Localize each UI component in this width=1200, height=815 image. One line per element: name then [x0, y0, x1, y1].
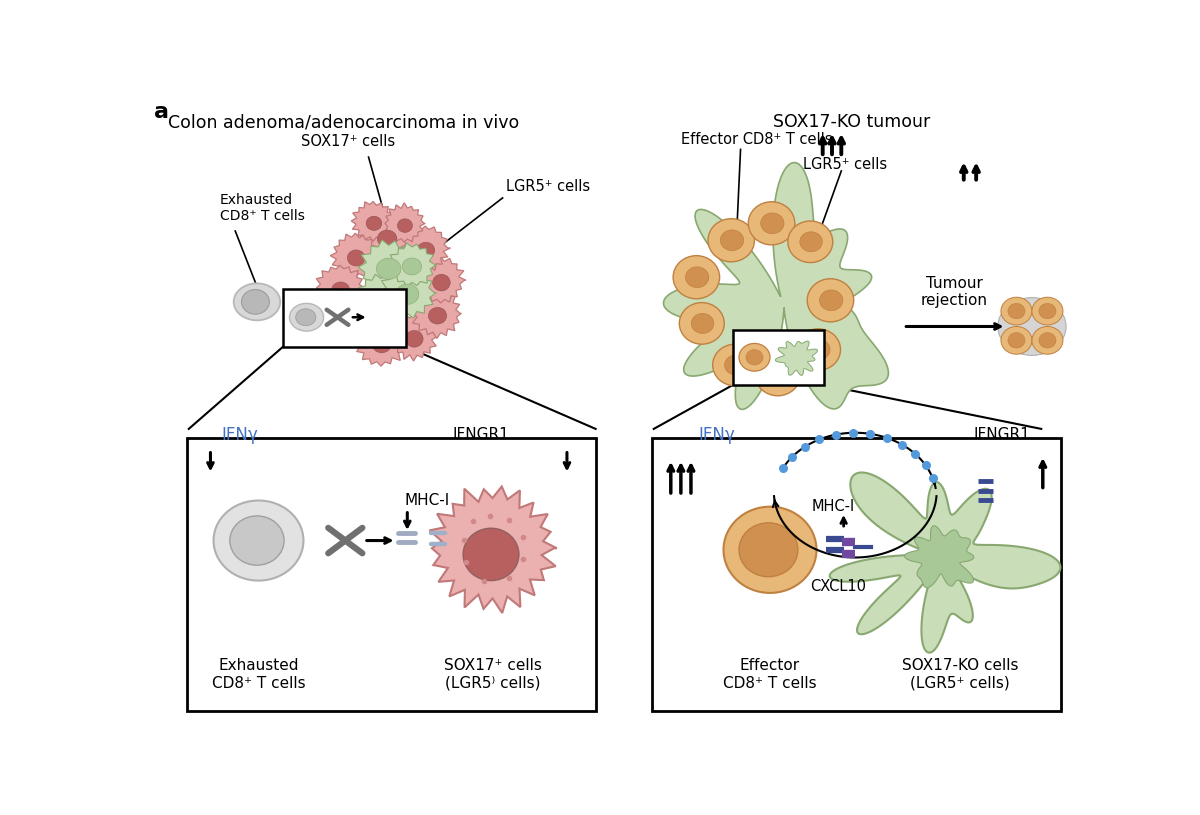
Polygon shape	[389, 243, 436, 288]
Ellipse shape	[377, 258, 401, 280]
Ellipse shape	[397, 219, 413, 232]
Ellipse shape	[428, 307, 446, 324]
Ellipse shape	[463, 528, 518, 580]
Text: a: a	[154, 102, 169, 121]
Text: IFNγ: IFNγ	[221, 426, 258, 444]
Polygon shape	[380, 267, 437, 319]
Text: SOX17⁺ cells
(LGR5⁾ cells): SOX17⁺ cells (LGR5⁾ cells)	[444, 659, 541, 690]
Ellipse shape	[347, 250, 365, 266]
Ellipse shape	[708, 218, 755, 262]
Polygon shape	[317, 266, 366, 312]
Ellipse shape	[1032, 297, 1063, 325]
Ellipse shape	[1001, 297, 1032, 325]
Ellipse shape	[720, 230, 744, 250]
Ellipse shape	[749, 202, 794, 244]
Polygon shape	[355, 275, 406, 322]
Ellipse shape	[370, 290, 391, 309]
Ellipse shape	[691, 314, 714, 333]
Ellipse shape	[673, 256, 720, 299]
Polygon shape	[385, 203, 425, 242]
Polygon shape	[355, 318, 408, 366]
Polygon shape	[352, 201, 396, 241]
Ellipse shape	[402, 258, 421, 275]
Ellipse shape	[685, 267, 709, 288]
Polygon shape	[775, 341, 817, 376]
Ellipse shape	[234, 284, 281, 320]
Text: IFNGR1: IFNGR1	[452, 427, 509, 442]
Bar	[733, 329, 824, 385]
Polygon shape	[389, 313, 439, 361]
Text: Tumour
rejection: Tumour rejection	[920, 275, 988, 308]
Polygon shape	[330, 233, 380, 278]
Ellipse shape	[796, 328, 840, 370]
Bar	[653, 438, 1062, 711]
Ellipse shape	[241, 289, 269, 314]
Ellipse shape	[372, 336, 391, 353]
Ellipse shape	[433, 275, 450, 291]
Text: SOX17-KO cells
(LGR5⁺ cells): SOX17-KO cells (LGR5⁺ cells)	[901, 659, 1018, 690]
Ellipse shape	[713, 344, 757, 385]
Text: Effector CD8⁺ T cells: Effector CD8⁺ T cells	[680, 133, 833, 148]
Ellipse shape	[808, 279, 853, 322]
Text: IFNGR1: IFNGR1	[973, 427, 1030, 442]
Ellipse shape	[1008, 303, 1025, 319]
Ellipse shape	[289, 303, 324, 331]
Ellipse shape	[230, 516, 284, 565]
Ellipse shape	[1008, 333, 1025, 348]
Ellipse shape	[214, 500, 304, 580]
Ellipse shape	[331, 282, 349, 298]
Text: SOX17-KO tumour: SOX17-KO tumour	[773, 113, 930, 131]
Bar	[283, 289, 406, 346]
Polygon shape	[664, 162, 888, 409]
Ellipse shape	[679, 302, 725, 344]
Ellipse shape	[755, 355, 800, 396]
Ellipse shape	[725, 355, 748, 375]
Text: MHC-I: MHC-I	[404, 493, 450, 509]
Ellipse shape	[396, 284, 419, 304]
Ellipse shape	[808, 340, 830, 359]
Ellipse shape	[800, 231, 822, 252]
Ellipse shape	[788, 221, 833, 262]
Ellipse shape	[1032, 327, 1063, 355]
Ellipse shape	[820, 290, 842, 311]
Polygon shape	[905, 526, 973, 588]
Text: MHC-I: MHC-I	[812, 499, 856, 513]
Polygon shape	[360, 212, 415, 262]
Polygon shape	[359, 240, 419, 295]
Text: IFNγ: IFNγ	[698, 426, 736, 444]
Ellipse shape	[418, 242, 434, 258]
Bar	[187, 438, 596, 711]
Ellipse shape	[1039, 303, 1056, 319]
Ellipse shape	[295, 309, 316, 326]
Ellipse shape	[406, 331, 424, 347]
Polygon shape	[329, 301, 377, 346]
Text: LGR5⁺ cells: LGR5⁺ cells	[506, 179, 590, 194]
Ellipse shape	[366, 216, 382, 231]
Ellipse shape	[1039, 333, 1056, 348]
Text: Exhausted
CD8⁺ T cells: Exhausted CD8⁺ T cells	[220, 193, 305, 223]
Ellipse shape	[724, 507, 816, 593]
Polygon shape	[400, 226, 450, 272]
Ellipse shape	[739, 343, 770, 371]
Ellipse shape	[739, 523, 798, 577]
Text: Exhausted
CD8⁺ T cells: Exhausted CD8⁺ T cells	[211, 659, 305, 690]
Text: Colon adenoma/adenocarcinoma in vivo: Colon adenoma/adenocarcinoma in vivo	[168, 113, 520, 131]
Ellipse shape	[998, 297, 1066, 355]
Ellipse shape	[761, 213, 784, 234]
Text: CXCL10: CXCL10	[810, 579, 866, 594]
Text: Effector
CD8⁺ T cells: Effector CD8⁺ T cells	[724, 659, 817, 690]
Polygon shape	[413, 290, 461, 338]
Text: LGR5⁺ cells: LGR5⁺ cells	[803, 157, 887, 172]
Ellipse shape	[767, 365, 790, 385]
Ellipse shape	[343, 318, 361, 333]
Ellipse shape	[746, 350, 763, 365]
Text: SOX17⁺ cells: SOX17⁺ cells	[300, 134, 395, 149]
Polygon shape	[430, 487, 557, 613]
Polygon shape	[829, 473, 1061, 653]
Ellipse shape	[377, 230, 397, 247]
Polygon shape	[418, 256, 466, 303]
Ellipse shape	[1001, 327, 1032, 355]
